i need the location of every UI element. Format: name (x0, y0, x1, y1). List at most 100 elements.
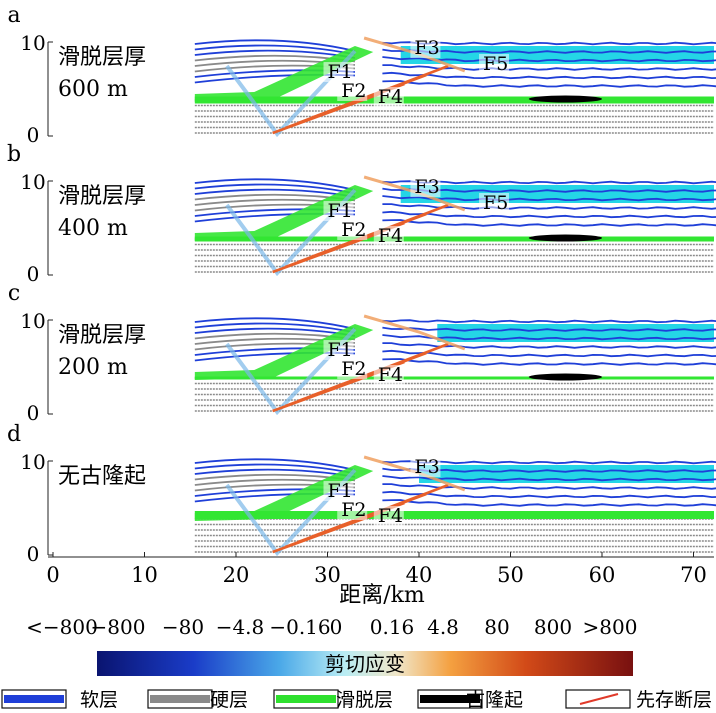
legend-item: 先存断层 (565, 689, 712, 711)
title-box (55, 179, 173, 241)
y-tick-label: 0 (27, 123, 40, 147)
fault-label-bg (323, 340, 354, 360)
legend-swatch (579, 693, 619, 705)
fault-label: F4 (378, 225, 403, 247)
fault-label-bg (479, 193, 510, 213)
x-tick-label: 70 (680, 563, 707, 587)
soft-layer-line (382, 56, 716, 63)
colorbar-tick-label: 80 (484, 615, 509, 639)
fault-label: F3 (414, 176, 439, 198)
title-box (55, 459, 173, 495)
legend-item: 古隆起 (417, 689, 523, 711)
y-tick-label: 10 (20, 31, 45, 55)
legend-item: 软层 (1, 689, 118, 711)
soft-layer-line (382, 210, 716, 219)
fault-label-bg (337, 220, 368, 240)
detachment-layer (194, 376, 714, 380)
fault-label: F5 (483, 53, 508, 75)
soft-layer-line (382, 334, 716, 341)
colorbar-tick-labels: <−800−800 −80 −4.8 −0.160 0.16 4.8 80 800 >800 (26, 615, 637, 639)
fault-label: F2 (341, 80, 366, 102)
detachment-layer (194, 511, 714, 519)
fault-label-bg (323, 481, 354, 501)
wedge-layer-line (194, 322, 356, 334)
x-tick-label: 10 (131, 563, 158, 587)
panel-letter: d (7, 422, 21, 447)
soft-layer-line (382, 48, 716, 54)
x-axis: 0 10 20 30 40 50 60 70 (46, 552, 714, 587)
paleo-uplift (528, 95, 603, 103)
legend-label: 先存断层 (636, 689, 712, 711)
soft-layer-line (382, 71, 716, 80)
paleo-uplift (528, 234, 603, 242)
fault-label-bg (410, 457, 441, 477)
wedge-layer-line (194, 458, 356, 471)
paleo-uplift (528, 373, 603, 381)
legend-label: 硬层 (210, 689, 248, 711)
panel-subtitle: 400 m (58, 216, 128, 241)
x-tick-label: 40 (406, 563, 433, 587)
soft-layer-line (382, 80, 716, 88)
fault-label-bg (337, 81, 368, 101)
y-tick-label: 0 (27, 542, 40, 566)
wedge-layer-line (194, 49, 356, 59)
colorbar-tick-label: −800 (91, 615, 146, 639)
wedge-layer-line (194, 317, 356, 330)
panel-subtitle: 200 m (58, 355, 128, 380)
panel-subtitle: 600 m (58, 77, 128, 102)
y-tick-label: 0 (27, 262, 40, 286)
fault-label: F1 (328, 339, 353, 361)
title-box (55, 318, 173, 380)
soft-layer-line (382, 490, 716, 499)
water-layer (437, 324, 714, 342)
colorbar-tick-label: <−800 (26, 615, 98, 639)
detachment-layer (194, 236, 714, 242)
y-tick-label: 10 (20, 450, 45, 474)
detachment-ramp (194, 324, 374, 380)
soft-layer-line (382, 195, 716, 202)
colorbar (97, 651, 633, 676)
panel-letter: a (7, 3, 20, 28)
soft-layer-line (382, 349, 716, 358)
y-tick-label: 0 (27, 401, 40, 425)
panel-title: 无古隆起 (58, 464, 146, 489)
panel-title: 滑脱层厚 (58, 45, 146, 70)
fault-label: F1 (328, 200, 353, 222)
legend-swatch (4, 695, 64, 703)
x-axis-label: 距离/km (339, 583, 425, 608)
soft-layer-line (382, 358, 716, 366)
legend-swatch (276, 695, 336, 703)
legend-swatch (150, 695, 210, 703)
soft-layer-line (382, 475, 716, 482)
title-box (55, 40, 173, 102)
wedge-layer-line (194, 178, 356, 191)
panel-title: 滑脱层厚 (58, 184, 146, 209)
soft-layer-line (382, 64, 716, 71)
fault-label-bg (337, 359, 368, 379)
soft-layer-line (382, 342, 716, 349)
wedge-layer-line (194, 188, 356, 198)
legend-label: 滑脱层 (336, 689, 393, 711)
x-tick-label: 30 (314, 563, 341, 587)
soft-layer-line (382, 499, 716, 507)
fault-label: F2 (341, 358, 366, 380)
fault-label: F2 (341, 499, 366, 521)
soft-layer-line (382, 180, 716, 185)
wedge-layer-line (194, 183, 356, 195)
fault-label-bg (373, 226, 404, 246)
soft-layer-line (382, 187, 716, 193)
x-tick-label: 60 (589, 563, 616, 587)
colorbar-tick-label: −80 (162, 615, 204, 639)
fault-label-bg (323, 201, 354, 221)
fault-label: F4 (378, 505, 403, 527)
fault-label-bg (410, 38, 441, 58)
detachment-ramp (194, 185, 374, 241)
soft-layer-line (382, 326, 716, 332)
fault-label: F2 (341, 219, 366, 241)
y-tick-label: 10 (20, 309, 45, 333)
